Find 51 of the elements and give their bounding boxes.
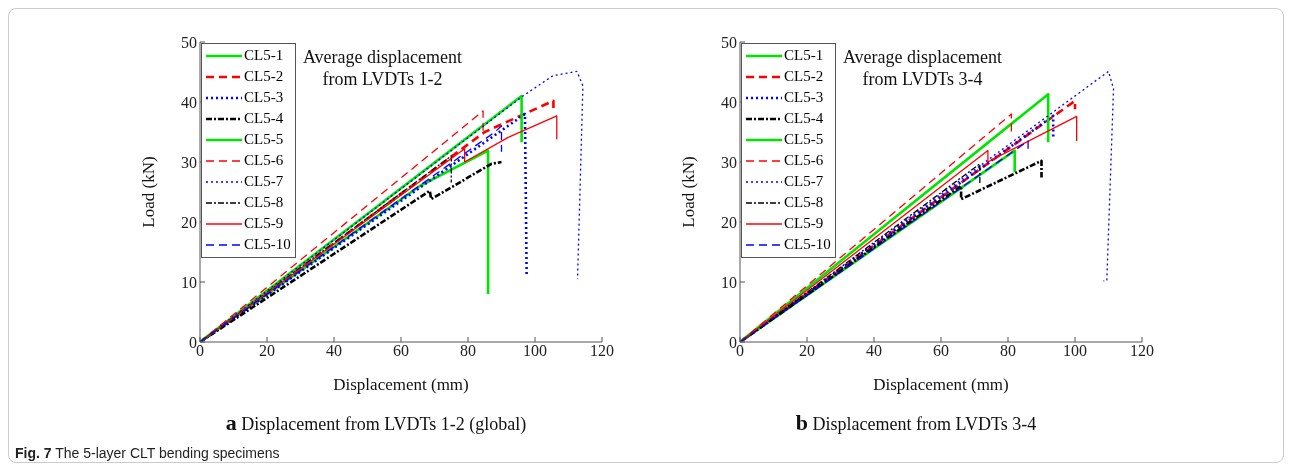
annotation: Average displacement from LVDTs 1-2 bbox=[301, 46, 464, 90]
legend-label: CL5-7 bbox=[784, 173, 824, 190]
y-tick-label: 10 bbox=[181, 273, 197, 291]
legend-label: CL5-3 bbox=[244, 89, 284, 106]
x-tick-label: 120 bbox=[590, 342, 614, 360]
legend-label: CL5-2 bbox=[244, 68, 284, 85]
x-tick-label: 40 bbox=[326, 342, 342, 360]
y-axis-title: Load (kN) bbox=[139, 156, 159, 228]
x-tick-label: 20 bbox=[799, 342, 815, 360]
legend-label: CL5-2 bbox=[784, 68, 824, 85]
y-tick-label: 20 bbox=[721, 213, 737, 231]
y-tick-label: 40 bbox=[721, 93, 737, 111]
y-tick-label: 50 bbox=[721, 33, 737, 51]
text: a Displacement from LVDTs 1-2 (global) bbox=[224, 410, 528, 436]
y-tick-label: 30 bbox=[721, 153, 737, 171]
annotation: Average displacement from LVDTs 3-4 bbox=[841, 46, 1004, 90]
text: b Displacement from LVDTs 3-4 bbox=[794, 410, 1038, 436]
x-tick-label: 40 bbox=[866, 342, 882, 360]
legend-label: CL5-9 bbox=[784, 215, 824, 232]
x-tick-label: 80 bbox=[460, 342, 476, 360]
legend-label: CL5-1 bbox=[244, 47, 284, 64]
legend-label: CL5-1 bbox=[784, 47, 824, 64]
x-tick-label: 100 bbox=[523, 342, 547, 360]
legend-label: CL5-10 bbox=[244, 236, 291, 253]
x-tick-label: 120 bbox=[1130, 342, 1154, 360]
legend-label: CL5-5 bbox=[244, 131, 284, 148]
x-tick-label: 100 bbox=[1063, 342, 1087, 360]
y-tick-label: 30 bbox=[181, 153, 197, 171]
legend-label: CL5-3 bbox=[784, 89, 824, 106]
x-tick-label: 20 bbox=[259, 342, 275, 360]
x-axis-title: Displacement (mm) bbox=[873, 375, 1009, 394]
legend-label: CL5-4 bbox=[784, 110, 824, 127]
legend-label: CL5-6 bbox=[784, 152, 824, 169]
y-axis-title: Load (kN) bbox=[679, 156, 699, 228]
y-tick-label: 10 bbox=[721, 273, 737, 291]
legend-label: CL5-6 bbox=[244, 152, 284, 169]
legend-label: CL5-8 bbox=[784, 194, 824, 211]
x-tick-label: 60 bbox=[933, 342, 949, 360]
y-tick-label: 50 bbox=[181, 33, 197, 51]
x-tick-label: 80 bbox=[1000, 342, 1016, 360]
legend-label: CL5-7 bbox=[244, 173, 284, 190]
caption: Fig. 7 The 5-layer CLT bending specimens bbox=[15, 445, 280, 461]
legend-label: CL5-10 bbox=[784, 236, 831, 253]
y-tick-label: 20 bbox=[181, 213, 197, 231]
legend-label: CL5-4 bbox=[244, 110, 284, 127]
legend-label: CL5-9 bbox=[244, 215, 284, 232]
legend-label: CL5-8 bbox=[244, 194, 284, 211]
x-axis-title: Displacement (mm) bbox=[333, 375, 469, 394]
x-tick-label: 60 bbox=[393, 342, 409, 360]
y-tick-label: 40 bbox=[181, 93, 197, 111]
legend-label: CL5-5 bbox=[784, 131, 824, 148]
